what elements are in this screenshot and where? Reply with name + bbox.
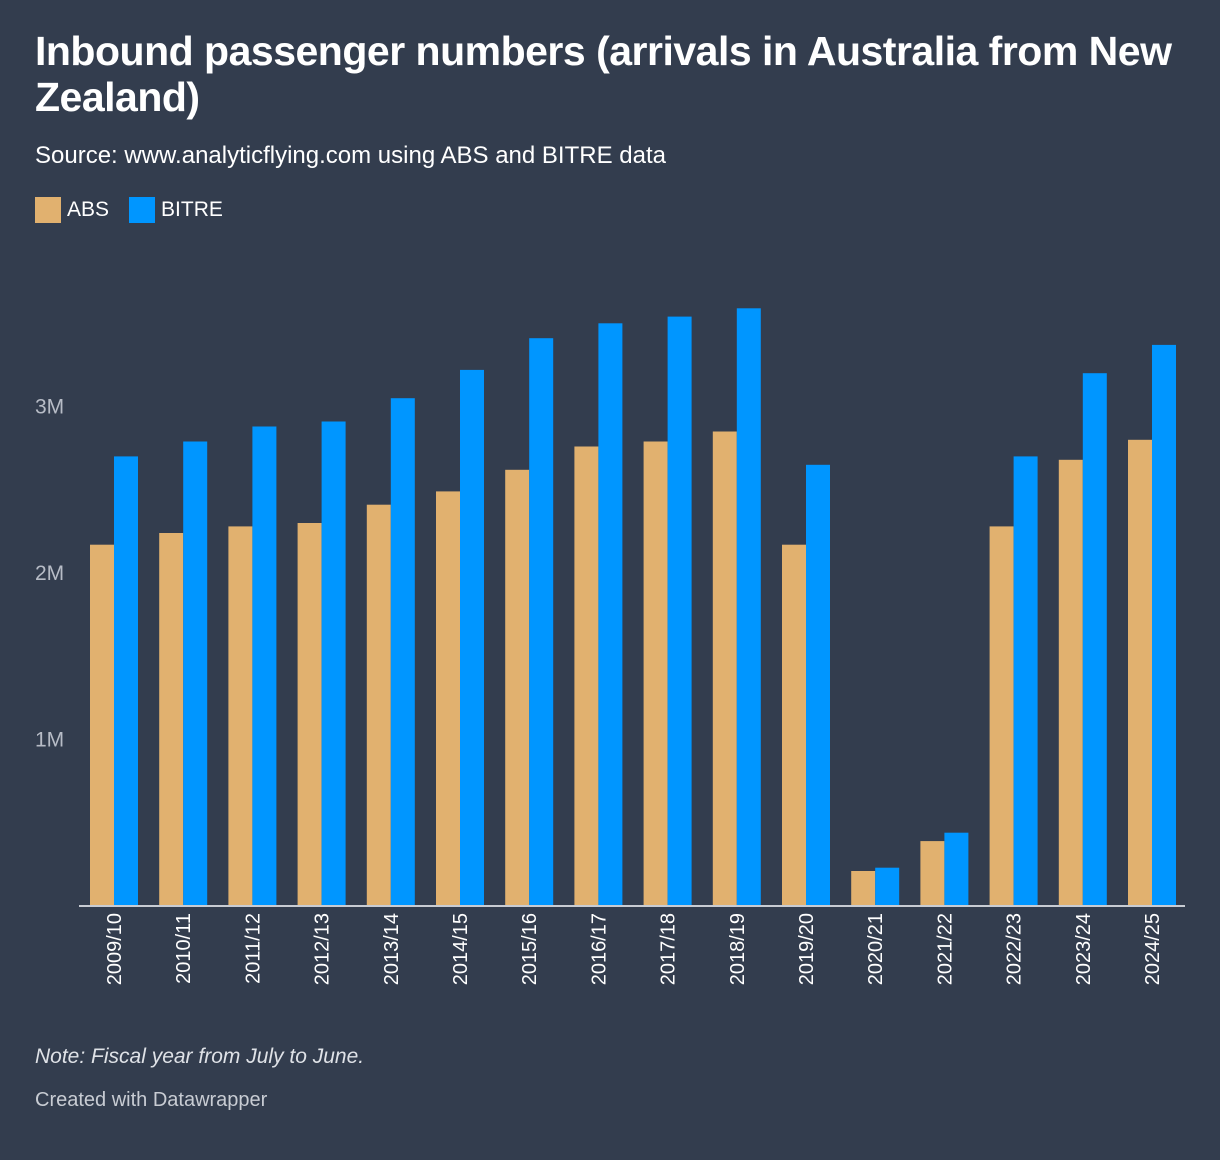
bar-abs[interactable] [1058, 459, 1083, 906]
x-tick-label: 2009/10 [104, 913, 126, 985]
bar-bitre[interactable] [1152, 344, 1176, 906]
x-axis: 2009/10 2010/11 2011/12 2012/13 2013/14 2014/… [104, 913, 1164, 985]
bar-abs[interactable] [574, 446, 599, 907]
x-tick-label: 2013/14 [381, 913, 403, 985]
bar-bitre[interactable] [390, 398, 415, 906]
y-tick-label: 2M [35, 562, 64, 585]
bar-bitre[interactable] [598, 323, 623, 907]
bar-bitre[interactable] [460, 369, 484, 906]
bar-abs[interactable] [366, 504, 391, 906]
x-tick-label: 2015/16 [519, 913, 541, 985]
legend-swatch-bitre [129, 197, 156, 223]
credit-link[interactable]: Created with Datawrapper [35, 1089, 268, 1111]
bar-abs[interactable] [920, 841, 945, 906]
bar-bitre[interactable] [529, 338, 554, 906]
bar-abs[interactable] [90, 544, 114, 906]
bar-bitre[interactable] [667, 316, 692, 907]
legend-swatch-abs [35, 197, 61, 223]
bars-group [90, 308, 1176, 907]
bar-abs[interactable] [989, 526, 1014, 906]
x-tick-label: 2011/12 [242, 913, 264, 984]
x-tick-label: 2023/24 [1073, 913, 1095, 985]
chart-title: Inbound passenger numbers (arrivals in A… [35, 28, 1172, 120]
bar-abs[interactable] [159, 533, 184, 906]
x-tick-label: 2020/21 [865, 913, 887, 985]
x-tick-label: 2016/17 [588, 913, 610, 985]
x-tick-label: 2018/19 [727, 913, 749, 985]
bar-bitre[interactable] [944, 832, 969, 906]
bar-bitre[interactable] [321, 421, 346, 907]
bar-bitre[interactable] [736, 308, 761, 906]
legend-label-abs: ABS [67, 198, 110, 221]
bar-abs[interactable] [712, 431, 737, 907]
legend-item-bitre[interactable]: BITRE [129, 197, 223, 223]
y-tick-label: 3M [35, 396, 64, 419]
x-tick-label: 2017/18 [658, 913, 680, 985]
bar-abs[interactable] [297, 523, 322, 906]
bar-bitre[interactable] [875, 867, 900, 906]
bar-abs[interactable] [436, 491, 460, 906]
x-tick-label: 2012/13 [312, 913, 334, 985]
y-tick-label: 1M [35, 729, 64, 752]
bar-bitre[interactable] [1082, 373, 1107, 906]
x-tick-label: 2024/25 [1142, 913, 1164, 985]
x-tick-label: 2019/20 [796, 913, 818, 985]
y-axis: 1M 2M 3M [35, 396, 64, 752]
x-tick-label: 2014/15 [450, 913, 472, 985]
bar-abs[interactable] [1128, 439, 1152, 906]
bar-abs[interactable] [643, 441, 668, 907]
bar-bitre[interactable] [183, 441, 208, 907]
x-tick-label: 2022/23 [1004, 913, 1026, 985]
legend-label-bitre: BITRE [161, 198, 223, 221]
bar-abs[interactable] [505, 469, 530, 906]
footnote: Note: Fiscal year from July to June. [35, 1045, 365, 1068]
bar-bitre[interactable] [806, 464, 830, 906]
x-tick-label: 2010/11 [173, 913, 195, 984]
chart-subtitle: Source: www.analyticflying.com using ABS… [35, 142, 666, 169]
bar-bitre[interactable] [114, 456, 138, 906]
bar-abs[interactable] [228, 526, 253, 906]
bar-abs[interactable] [851, 871, 876, 906]
bar-bitre[interactable] [1013, 456, 1038, 906]
bar-chart: 1M 2M 3M 2009/10 2010/11 2011/12 2012/13 2013/… [35, 308, 1185, 985]
legend: ABS BITRE [35, 197, 243, 223]
bar-abs[interactable] [782, 544, 806, 906]
x-tick-label: 2021/22 [934, 913, 956, 985]
legend-item-abs[interactable]: ABS [35, 197, 109, 223]
bar-bitre[interactable] [252, 426, 277, 907]
